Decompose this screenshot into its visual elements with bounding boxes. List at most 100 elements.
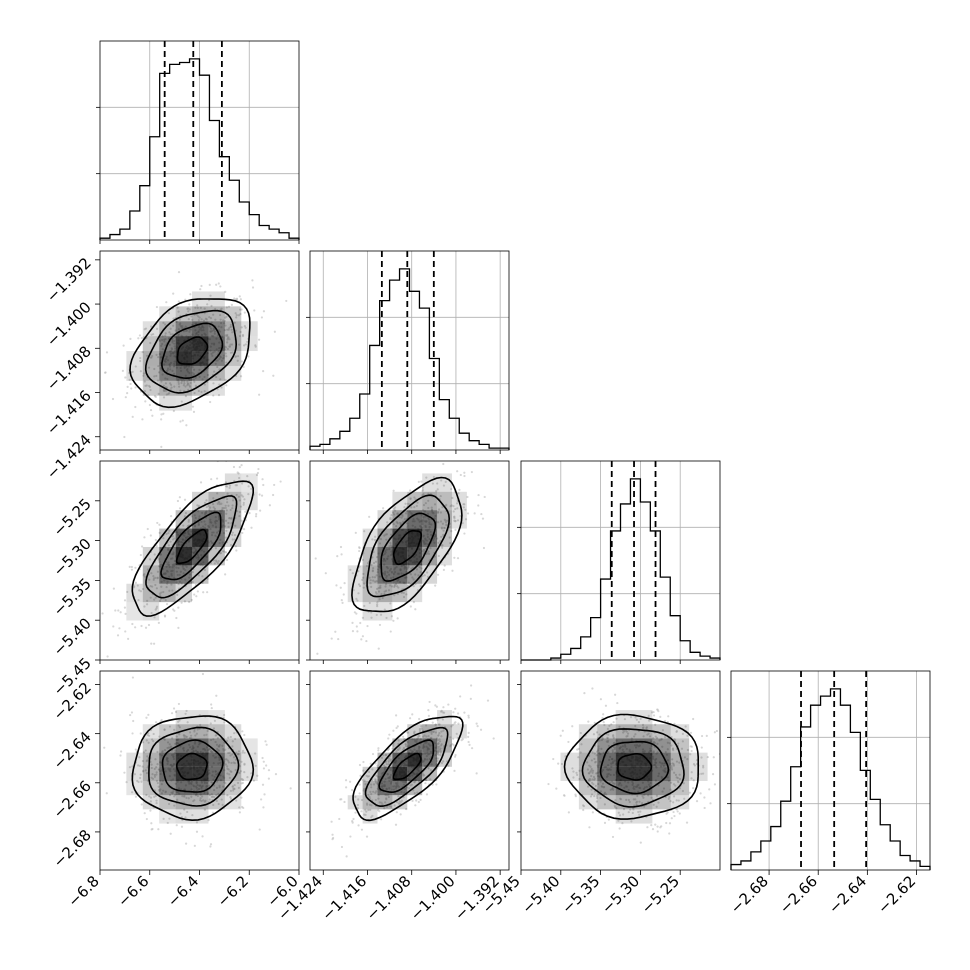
scatter-point [150, 611, 153, 615]
scatter-point [708, 788, 711, 791]
density-cell [192, 565, 209, 584]
scatter-point [439, 520, 443, 523]
density-cell [377, 583, 393, 603]
scatter-point [340, 845, 344, 849]
scatter-point [430, 506, 433, 509]
density-cell [634, 738, 653, 753]
scatter-point [196, 794, 199, 798]
scatter-point [247, 493, 250, 496]
scatter-point [345, 786, 348, 789]
scatter-point [324, 572, 327, 575]
scatter-point [138, 334, 141, 337]
scatter-point [242, 501, 245, 504]
density-cell [224, 321, 242, 337]
scatter-point [224, 573, 227, 576]
scatter-point [438, 740, 442, 743]
scatter-point [625, 798, 628, 801]
scatter-point [613, 741, 616, 745]
scatter-point [213, 562, 216, 565]
scatter-point [171, 589, 174, 592]
scatter-point [672, 763, 675, 766]
scatter-point [606, 736, 609, 739]
scatter-point [394, 714, 398, 717]
scatter-point [595, 754, 598, 757]
scatter-point [567, 740, 570, 744]
scatter-point [260, 494, 264, 497]
scatter-point [177, 720, 180, 723]
scatter-point [339, 545, 343, 549]
ytick-label-2-3: −5.30 [50, 535, 95, 580]
scatter-point [420, 725, 423, 728]
scatter-point [279, 480, 282, 483]
scatter-point [149, 534, 152, 537]
scatter-point [358, 763, 362, 767]
scatter-point [243, 771, 246, 774]
scatter-point [613, 782, 616, 785]
scatter-point [670, 781, 673, 784]
scatter-point [598, 739, 601, 742]
scatter-point [452, 510, 455, 513]
scatter-point [469, 684, 473, 687]
scatter-point [186, 810, 189, 814]
scatter-point [449, 736, 452, 739]
scatter-point [212, 559, 216, 562]
scatter-point [362, 572, 365, 576]
scatter-point [603, 785, 606, 789]
scatter-point [162, 384, 165, 387]
scatter-point [371, 538, 374, 541]
scatter-point [414, 582, 417, 586]
scatter-point [646, 826, 649, 829]
scatter-point [593, 777, 596, 780]
scatter-point [462, 506, 465, 509]
density-cell [578, 781, 598, 796]
density-cell [126, 602, 143, 621]
scatter-point [197, 504, 201, 507]
scatter-point [160, 783, 163, 786]
scatter-point [151, 738, 154, 741]
scatter-point [254, 345, 257, 348]
scatter-point [655, 805, 658, 808]
density-cell [175, 781, 193, 796]
scatter-point [470, 470, 473, 474]
scatter-point [195, 732, 198, 735]
scatter-point [458, 488, 461, 491]
scatter-point [153, 767, 156, 771]
scatter-point [678, 777, 682, 781]
scatter-point [210, 706, 213, 710]
scatter-point [689, 753, 692, 756]
scatter-point [182, 524, 185, 527]
scatter-point [137, 598, 140, 602]
scatter-point [371, 570, 374, 573]
scatter-point [169, 832, 172, 835]
scatter-point [578, 769, 581, 772]
density-cell [578, 766, 598, 782]
scatter-point [419, 584, 422, 588]
scatter-point [623, 718, 627, 721]
scatter-point [361, 558, 364, 562]
scatter-point [331, 838, 334, 841]
contour-2 [145, 495, 238, 599]
scatter-point [366, 624, 369, 628]
density-cell [615, 752, 635, 767]
scatter-point [187, 520, 190, 523]
scatter-point [377, 797, 380, 800]
scatter-point [668, 742, 671, 745]
scatter-point [443, 526, 446, 530]
scatter-point [453, 516, 456, 519]
scatter-point [131, 791, 134, 794]
scatter-point [650, 824, 653, 827]
scatter-point [370, 786, 373, 789]
scatter-point [416, 791, 419, 794]
density-cell [142, 738, 160, 753]
scatter-point [434, 704, 437, 707]
scatter-point [671, 758, 674, 761]
panel-2-0 [99, 460, 300, 661]
scatter-point [134, 748, 137, 751]
scatter-point [227, 768, 230, 771]
scatter-point [157, 392, 160, 396]
scatter-point [642, 735, 645, 738]
scatter-point [349, 568, 352, 571]
scatter-point [155, 779, 159, 782]
scatter-point [371, 752, 375, 756]
scatter-point [193, 380, 196, 383]
